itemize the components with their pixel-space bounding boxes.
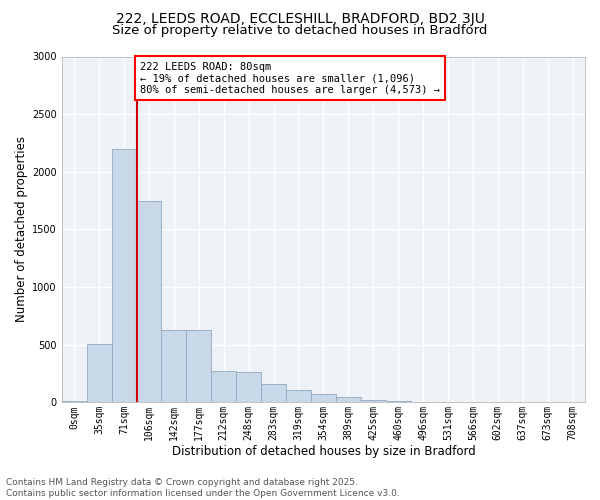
X-axis label: Distribution of detached houses by size in Bradford: Distribution of detached houses by size … — [172, 444, 475, 458]
Bar — [211, 371, 236, 402]
Bar — [187, 330, 211, 402]
Text: 222 LEEDS ROAD: 80sqm
← 19% of detached houses are smaller (1,096)
80% of semi-d: 222 LEEDS ROAD: 80sqm ← 19% of detached … — [140, 62, 440, 95]
Bar — [137, 200, 161, 402]
Bar — [336, 396, 361, 402]
Bar — [261, 384, 286, 402]
Y-axis label: Number of detached properties: Number of detached properties — [15, 136, 28, 322]
Text: 222, LEEDS ROAD, ECCLESHILL, BRADFORD, BD2 3JU: 222, LEEDS ROAD, ECCLESHILL, BRADFORD, B… — [116, 12, 484, 26]
Bar — [112, 148, 137, 402]
Text: Contains HM Land Registry data © Crown copyright and database right 2025.
Contai: Contains HM Land Registry data © Crown c… — [6, 478, 400, 498]
Text: Size of property relative to detached houses in Bradford: Size of property relative to detached ho… — [112, 24, 488, 37]
Bar — [236, 372, 261, 402]
Bar — [361, 400, 386, 402]
Bar — [161, 330, 187, 402]
Bar — [286, 390, 311, 402]
Bar — [311, 394, 336, 402]
Bar — [386, 401, 410, 402]
Bar — [86, 344, 112, 402]
